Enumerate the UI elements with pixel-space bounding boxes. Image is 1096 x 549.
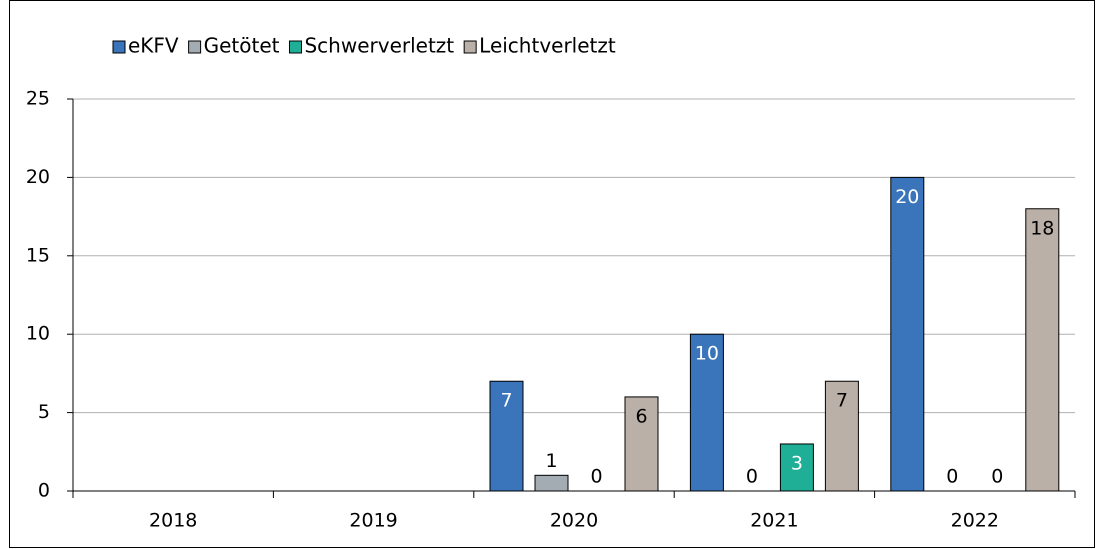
bar — [824, 380, 859, 492]
data-label: 20 — [895, 186, 919, 208]
bar — [534, 474, 569, 492]
data-label: 1 — [545, 450, 557, 472]
y-tick-label: 10 — [26, 323, 50, 345]
legend-swatch — [112, 40, 126, 54]
x-tick-label: 2022 — [951, 510, 999, 532]
bar — [1025, 208, 1060, 492]
y-tick-label: 20 — [26, 166, 50, 188]
x-tick-label: 2018 — [149, 510, 197, 532]
bar — [779, 443, 814, 492]
bar — [624, 396, 659, 492]
data-label: 7 — [836, 390, 848, 412]
y-tick-label: 0 — [38, 480, 50, 502]
legend-label: Getötet — [204, 34, 280, 58]
data-label: 3 — [791, 452, 803, 474]
y-tick-label: 5 — [38, 401, 50, 423]
legend-label: Schwerverletzt — [304, 34, 454, 58]
x-tick-label: 2019 — [349, 510, 397, 532]
data-label: 0 — [946, 466, 958, 488]
data-label: 0 — [991, 466, 1003, 488]
data-label: 10 — [695, 343, 719, 365]
legend-swatch — [463, 40, 477, 54]
data-label: 18 — [1030, 217, 1054, 239]
y-tick-label: 25 — [26, 88, 50, 110]
data-label: 0 — [746, 466, 758, 488]
data-label: 6 — [635, 405, 647, 427]
bar — [689, 333, 724, 492]
y-tick-label: 15 — [26, 244, 50, 266]
bar — [890, 176, 925, 492]
data-label: 0 — [590, 466, 602, 488]
x-tick-label: 2020 — [550, 510, 598, 532]
x-tick-label: 2021 — [750, 510, 798, 532]
bar — [489, 380, 524, 492]
legend-swatch — [288, 40, 302, 54]
data-label: 7 — [500, 390, 512, 412]
legend-label: Leichtverletzt — [479, 34, 616, 58]
legend-swatch — [188, 40, 202, 54]
legend-label: eKFV — [128, 34, 179, 58]
